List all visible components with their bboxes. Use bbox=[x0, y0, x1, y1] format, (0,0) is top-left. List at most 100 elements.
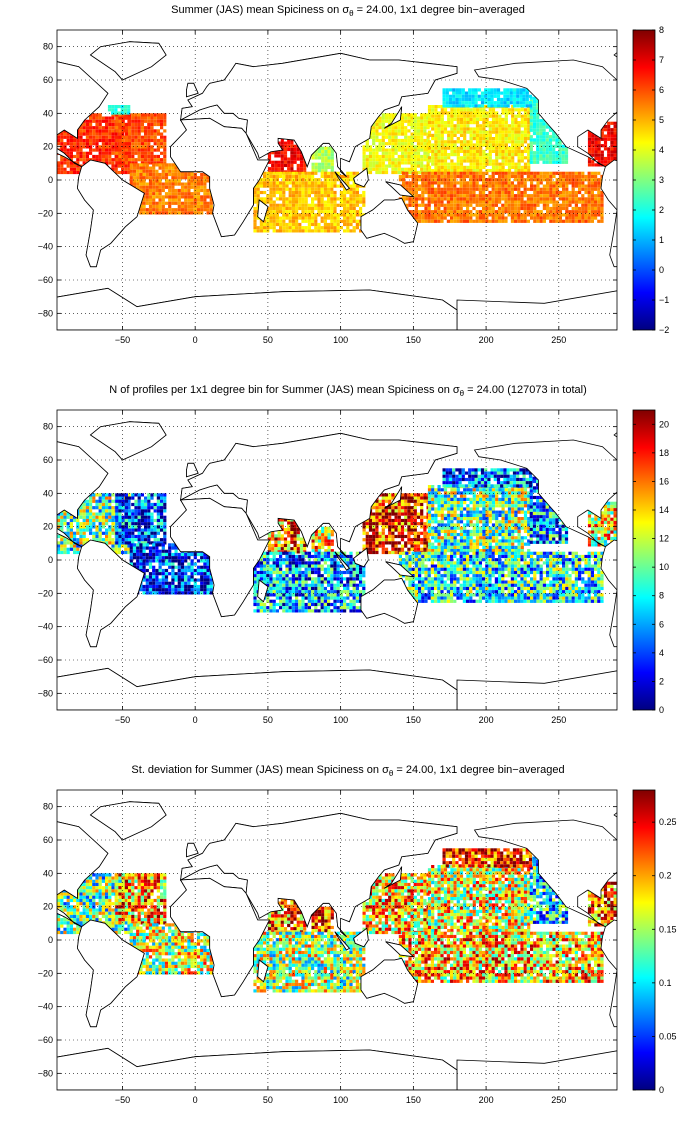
data-cell bbox=[458, 104, 462, 108]
data-cell bbox=[368, 167, 373, 171]
data-cell bbox=[482, 197, 486, 201]
data-cell bbox=[128, 122, 132, 127]
data-cell bbox=[203, 185, 207, 189]
data-cell bbox=[82, 145, 86, 149]
data-cell bbox=[427, 169, 432, 173]
data-cell bbox=[148, 201, 153, 205]
data-cell bbox=[79, 142, 83, 146]
data-cell bbox=[511, 153, 515, 157]
data-cell bbox=[501, 210, 505, 214]
data-cell bbox=[463, 159, 467, 163]
data-cell bbox=[155, 172, 159, 177]
data-cell bbox=[279, 226, 283, 230]
data-cell bbox=[443, 124, 448, 128]
data-cell bbox=[431, 149, 435, 153]
data-cell bbox=[434, 200, 438, 204]
data-cell bbox=[285, 171, 289, 175]
data-cell bbox=[160, 132, 164, 136]
data-cell bbox=[384, 135, 389, 139]
data-cell bbox=[148, 179, 153, 183]
data-cell bbox=[453, 181, 457, 185]
data-cell bbox=[423, 148, 427, 152]
data-cell bbox=[397, 164, 401, 168]
data-cell bbox=[131, 151, 135, 155]
data-cell bbox=[529, 128, 533, 132]
data-cell bbox=[145, 192, 149, 196]
data-cell bbox=[163, 154, 167, 159]
data-cell bbox=[397, 126, 401, 130]
data-cell bbox=[57, 547, 61, 551]
data-cell bbox=[447, 124, 451, 128]
data-cell bbox=[288, 229, 292, 233]
data-cell bbox=[98, 154, 102, 159]
data-cell bbox=[478, 178, 482, 182]
data-cell bbox=[523, 210, 527, 214]
data-cell bbox=[539, 154, 543, 158]
data-cell bbox=[504, 169, 508, 173]
data-cell bbox=[156, 496, 160, 500]
data-cell bbox=[101, 512, 105, 516]
data-cell bbox=[148, 188, 153, 193]
data-cell bbox=[578, 219, 582, 223]
data-cell bbox=[600, 197, 604, 201]
data-cell bbox=[510, 213, 514, 217]
data-cell bbox=[514, 140, 518, 144]
data-cell bbox=[434, 162, 438, 166]
data-cell bbox=[60, 167, 64, 171]
data-cell bbox=[203, 182, 207, 186]
data-cell bbox=[346, 200, 350, 204]
data-cell bbox=[73, 538, 77, 542]
data-cell bbox=[552, 216, 556, 220]
data-cell bbox=[459, 210, 463, 214]
data-cell bbox=[539, 190, 543, 195]
data-cell bbox=[475, 162, 480, 166]
data-cell bbox=[85, 119, 89, 123]
data-cell bbox=[434, 210, 438, 214]
data-cell bbox=[498, 124, 502, 128]
data-cell bbox=[413, 135, 417, 139]
data-cell bbox=[118, 541, 122, 545]
data-cell bbox=[124, 550, 128, 555]
data-cell bbox=[267, 154, 272, 158]
data-cell bbox=[536, 219, 540, 223]
data-cell bbox=[405, 184, 409, 188]
data-cell bbox=[520, 174, 524, 179]
data-cell bbox=[520, 165, 524, 169]
data-cell bbox=[117, 164, 121, 168]
data-cell bbox=[203, 179, 207, 183]
data-cell bbox=[174, 198, 178, 202]
data-cell bbox=[525, 91, 529, 95]
data-cell bbox=[600, 153, 604, 157]
data-cell bbox=[187, 176, 191, 180]
data-cell bbox=[450, 124, 454, 128]
data-cell bbox=[314, 184, 318, 188]
data-cell bbox=[150, 132, 154, 136]
data-cell bbox=[161, 185, 165, 189]
data-cell bbox=[530, 181, 534, 185]
data-cell bbox=[101, 142, 105, 146]
data-cell bbox=[488, 213, 492, 217]
data-cell bbox=[456, 137, 460, 141]
data-cell bbox=[275, 187, 279, 191]
data-cell bbox=[129, 172, 133, 177]
data-cell bbox=[89, 502, 93, 507]
data-cell bbox=[190, 201, 194, 205]
data-cell bbox=[307, 229, 311, 233]
data-cell bbox=[161, 176, 165, 180]
data-cell bbox=[269, 226, 273, 230]
data-cell bbox=[594, 174, 598, 179]
data-cell bbox=[500, 91, 504, 95]
data-cell bbox=[455, 91, 459, 95]
data-cell bbox=[69, 138, 73, 143]
data-cell bbox=[548, 151, 553, 155]
data-cell bbox=[485, 153, 489, 157]
data-cell bbox=[76, 154, 80, 159]
data-cell bbox=[552, 160, 556, 164]
data-cell bbox=[92, 499, 96, 503]
data-cell bbox=[443, 127, 448, 131]
data-cell bbox=[408, 190, 412, 195]
data-cell bbox=[517, 165, 521, 169]
data-cell bbox=[76, 164, 80, 168]
data-cell bbox=[206, 195, 210, 199]
data-cell bbox=[193, 179, 197, 183]
